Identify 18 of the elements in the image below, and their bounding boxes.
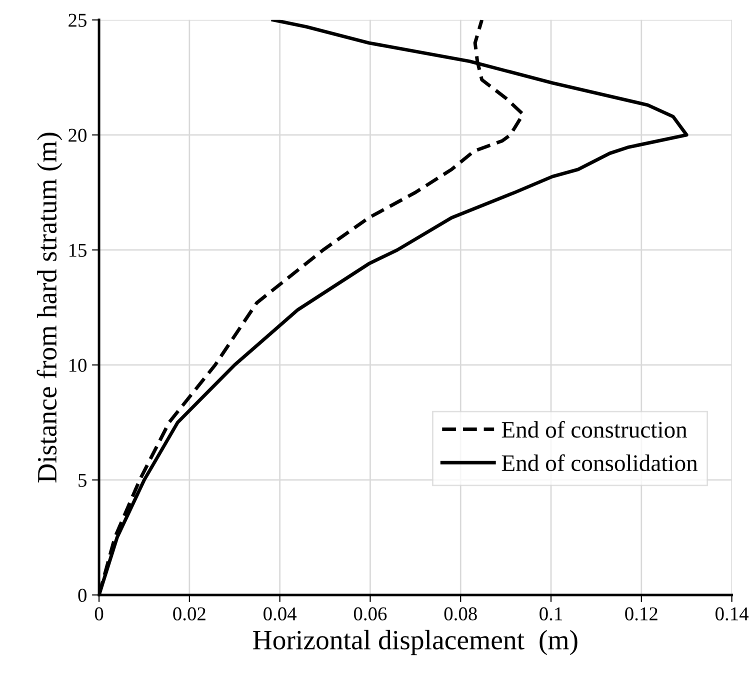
x-tick-label: 0.12 <box>625 607 658 621</box>
x-tick-label: 0.08 <box>444 607 477 621</box>
x-axis-title: Horizontal displacement (m) <box>253 630 578 656</box>
y-tick-label: 5 <box>78 474 86 487</box>
y-tick-label: 15 <box>69 244 86 257</box>
x-tick-label: 0.06 <box>354 607 387 621</box>
legend-label: End of consolidation <box>502 454 698 472</box>
x-tick-label: 0.1 <box>540 607 562 621</box>
x-tick-label: 0.14 <box>716 607 749 621</box>
y-tick-label: 20 <box>68 128 86 142</box>
legend-label: End of construction <box>502 420 688 438</box>
y-axis-title: Distance from hard stratum (m) <box>36 132 62 483</box>
x-tick-label: 0.04 <box>264 607 297 621</box>
x-tick-label: 0.02 <box>173 607 206 621</box>
y-tick-label: 0 <box>78 588 86 602</box>
y-tick-label: 10 <box>69 358 86 372</box>
x-tick-label: 0 <box>94 607 104 620</box>
y-tick-label: 25 <box>68 14 86 27</box>
